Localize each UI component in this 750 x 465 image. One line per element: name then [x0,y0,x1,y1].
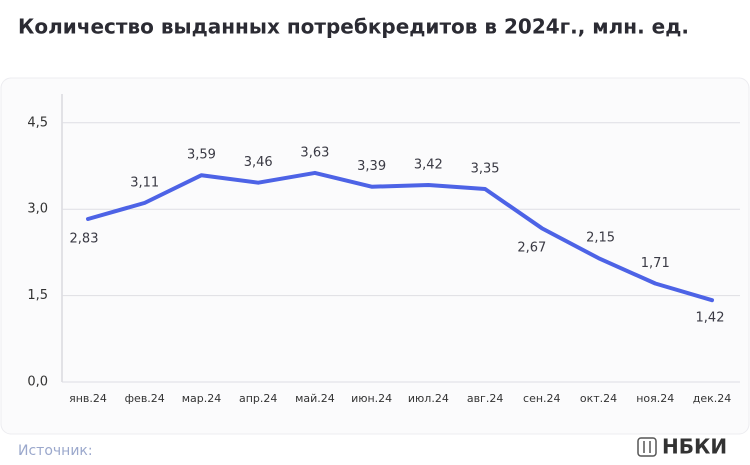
x-tick-label: янв.24 [69,392,107,405]
value-label: 3,11 [130,175,159,190]
plot-panel [0,77,750,435]
x-tick-label: авг.24 [467,392,504,405]
x-tick-label: ноя.24 [636,392,674,405]
y-tick-label: 1,5 [27,288,48,303]
value-label: 2,83 [70,231,99,246]
value-label: 3,39 [357,159,386,174]
value-label: 2,67 [517,241,546,256]
x-tick-label: май.24 [295,392,335,405]
chart-title: Количество выданных потребкредитов в 202… [18,15,689,39]
y-tick-label: 3,0 [27,202,48,217]
value-label: 1,42 [696,311,725,326]
x-tick-label: дек.24 [693,392,732,405]
x-tick-label: окт.24 [580,392,617,405]
value-label: 1,71 [641,256,670,271]
x-tick-label: апр.24 [239,392,277,405]
value-label: 3,63 [300,145,329,160]
logo: НБКИ [637,435,727,459]
value-label: 3,35 [471,162,500,177]
logo-text: НБКИ [662,435,727,459]
x-tick-label: июл.24 [408,392,449,405]
source: Источник: [18,443,93,459]
line-series [86,170,714,303]
x-tick-label: фев.24 [125,392,165,405]
value-label: 3,46 [244,155,273,170]
value-label: 2,15 [586,231,615,246]
y-tick-label: 4,5 [27,115,48,130]
x-tick-label: сен.24 [523,392,561,405]
x-tick-label: мар.24 [182,392,222,405]
value-label: 3,42 [414,158,443,173]
logo-icon [637,437,657,457]
value-label: 3,59 [187,148,216,163]
y-tick-label: 0,0 [27,375,48,390]
x-tick-label: июн.24 [351,392,392,405]
